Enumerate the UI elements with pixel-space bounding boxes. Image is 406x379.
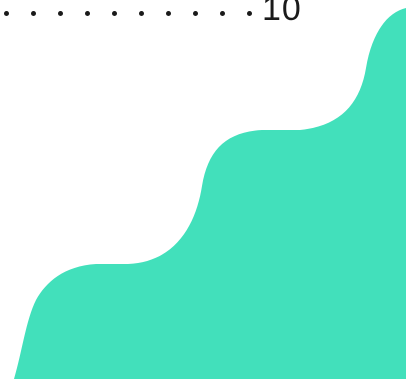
leader-dot	[220, 11, 225, 16]
toc-page-number: 10	[262, 0, 302, 28]
leader-dot	[139, 11, 144, 16]
toc-entry: 10	[0, 0, 406, 34]
leader-dot	[193, 11, 198, 16]
leader-dot	[4, 11, 9, 16]
leader-dot	[58, 11, 63, 16]
leader-dot	[166, 11, 171, 16]
wave-fill	[14, 8, 406, 379]
dot-leader	[4, 7, 256, 19]
leader-dot	[31, 11, 36, 16]
leader-dot	[247, 11, 252, 16]
leader-dot	[85, 11, 90, 16]
leader-dot	[112, 11, 117, 16]
